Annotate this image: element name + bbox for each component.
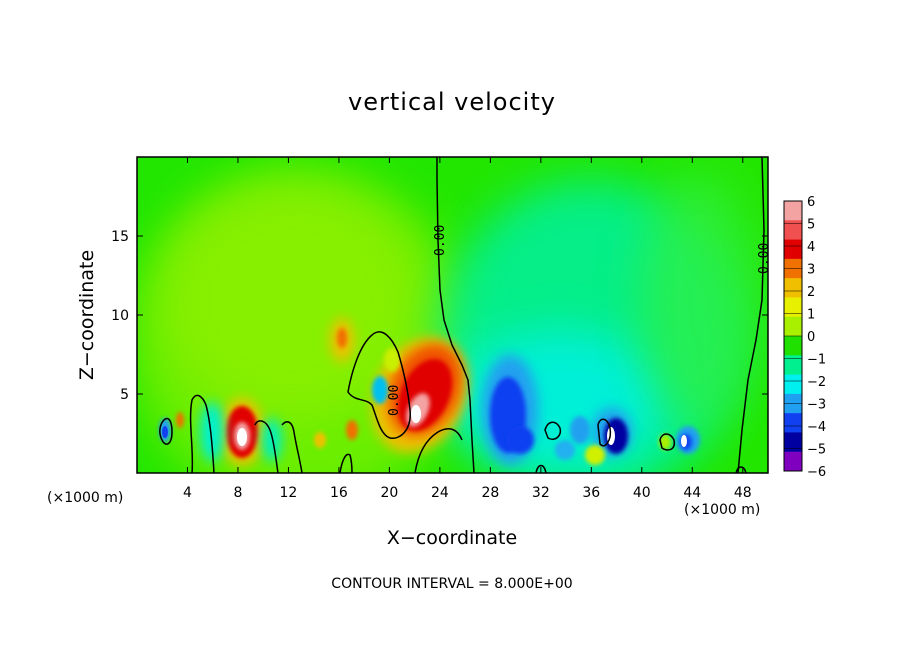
x-unit-left: (×1000 m)	[47, 490, 124, 506]
colorbar-swatch	[784, 355, 802, 376]
contour-interval-footer: CONTOUR INTERVAL = 8.000E+00	[331, 576, 573, 592]
colorbar-swatch	[784, 413, 802, 433]
x-tick-label: 32	[532, 485, 550, 501]
x-tick-label: 40	[633, 485, 651, 501]
x-tick-label: 16	[330, 485, 348, 501]
colorbar-label: 4	[807, 240, 815, 255]
colorbar-swatch	[784, 432, 802, 453]
colorbar-swatch	[784, 278, 802, 298]
x-tick-label: 12	[280, 485, 298, 501]
colorbar-swatch	[784, 220, 802, 241]
colorbar-label: −6	[807, 465, 826, 480]
colorbar-label: 1	[807, 308, 815, 323]
colorbar-swatch	[784, 374, 802, 395]
y-axis-label: Z−coordinate	[76, 249, 98, 381]
colorbar-label: −3	[807, 398, 826, 413]
x-tick-label: 4	[183, 485, 192, 501]
colorbar-label: −2	[807, 375, 826, 390]
colorbar: 6 5 4 3 2 1 0 −1 −2 −3 −4 −5 −6	[783, 195, 826, 480]
colorbar-swatch	[784, 316, 802, 337]
x-tick-label: 24	[431, 485, 449, 501]
x-tick-label: 48	[734, 485, 752, 501]
x-tick-label: 28	[481, 485, 499, 501]
colorbar-label: −1	[807, 353, 826, 368]
colorbar-swatch	[784, 239, 802, 260]
contour-label: 0.00	[387, 385, 402, 416]
colorbar-swatch	[784, 336, 802, 356]
colorbar-label: 6	[807, 195, 815, 210]
colorbar-label: −4	[807, 420, 826, 435]
zero-contours	[159, 157, 765, 473]
x-unit-right: (×1000 m)	[684, 502, 761, 518]
x-tick-label: 8	[233, 485, 242, 501]
chart-title: vertical velocity	[348, 88, 556, 116]
y-tick-label: 15	[111, 229, 129, 245]
colorbar-label: 3	[807, 263, 815, 278]
y-axis: 5 10 15	[111, 229, 768, 403]
contour-label: 0.00	[757, 243, 772, 274]
colorbar-label: 5	[807, 218, 815, 233]
velocity-field	[137, 157, 768, 473]
colorbar-swatch	[784, 451, 802, 472]
x-axis: 4 8 12 16 20 24 28 32 36 40 44 48	[183, 157, 752, 501]
colorbar-swatch	[784, 201, 802, 221]
x-axis-label: X−coordinate	[386, 527, 518, 549]
colorbar-swatch	[784, 297, 802, 318]
y-tick-label: 5	[120, 387, 129, 403]
x-tick-label: 44	[683, 485, 701, 501]
x-tick-label: 20	[380, 485, 398, 501]
colorbar-label: 0	[807, 330, 815, 345]
colorbar-label: −5	[807, 443, 826, 458]
colorbar-label: 2	[807, 285, 815, 300]
contour-label: 0.00	[433, 225, 448, 256]
y-tick-label: 10	[111, 308, 129, 324]
x-tick-label: 36	[582, 485, 600, 501]
